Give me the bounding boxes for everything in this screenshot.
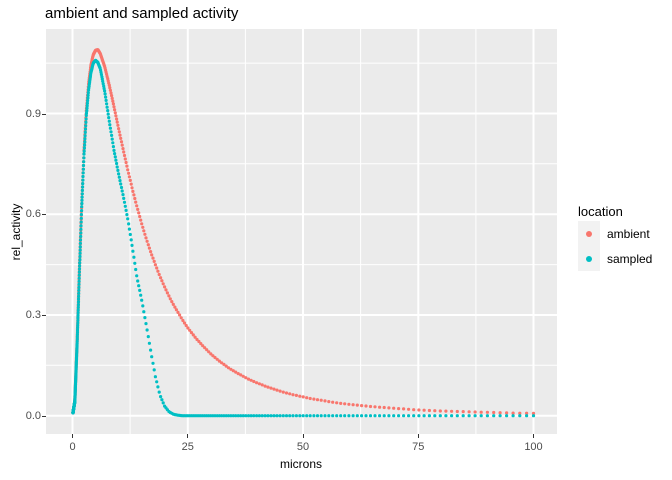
legend-key — [578, 246, 600, 271]
plot-canvas — [46, 29, 557, 434]
y-tick-mark — [42, 315, 46, 316]
legend-item-sampled: sampled — [578, 246, 652, 271]
plot-panel — [46, 29, 557, 434]
major-gridlines — [46, 29, 557, 434]
y-axis-title: rel_activity — [9, 203, 23, 261]
x-tick-label: 25 — [181, 441, 194, 453]
legend: location ambient sampled — [578, 204, 652, 271]
x-tick-label: 0 — [69, 441, 76, 453]
legend-key — [578, 221, 600, 246]
legend-dot-icon — [586, 255, 592, 262]
minor-gridlines — [46, 29, 557, 434]
x-tick-mark — [72, 434, 73, 438]
x-axis-title: microns — [279, 457, 322, 471]
x-tick-mark — [533, 434, 534, 438]
x-tick-mark — [187, 434, 189, 438]
legend-item-ambient: ambient — [578, 221, 652, 246]
series-sampled — [71, 58, 536, 418]
y-tick-label: 0.9 — [25, 107, 41, 120]
y-tick-label: 0.0 — [25, 409, 41, 422]
x-tick-mark — [417, 434, 419, 438]
y-tick-mark — [42, 214, 46, 216]
y-tick-label: 0.6 — [25, 208, 41, 221]
legend-rows: ambient sampled — [578, 221, 652, 271]
legend-dot-icon — [586, 230, 592, 237]
y-tick-mark — [42, 415, 46, 417]
y-tick-mark — [42, 113, 46, 115]
legend-item-label: sampled — [607, 251, 653, 266]
x-tick-label: 100 — [524, 441, 543, 453]
y-tick-label: 0.3 — [25, 309, 41, 321]
x-tick-mark — [302, 434, 304, 438]
legend-item-label: ambient — [607, 226, 650, 241]
chart-title: ambient and sampled activity — [45, 5, 239, 22]
x-tick-label: 75 — [412, 441, 425, 453]
x-tick-label: 50 — [296, 441, 310, 453]
legend-title: location — [578, 204, 623, 219]
